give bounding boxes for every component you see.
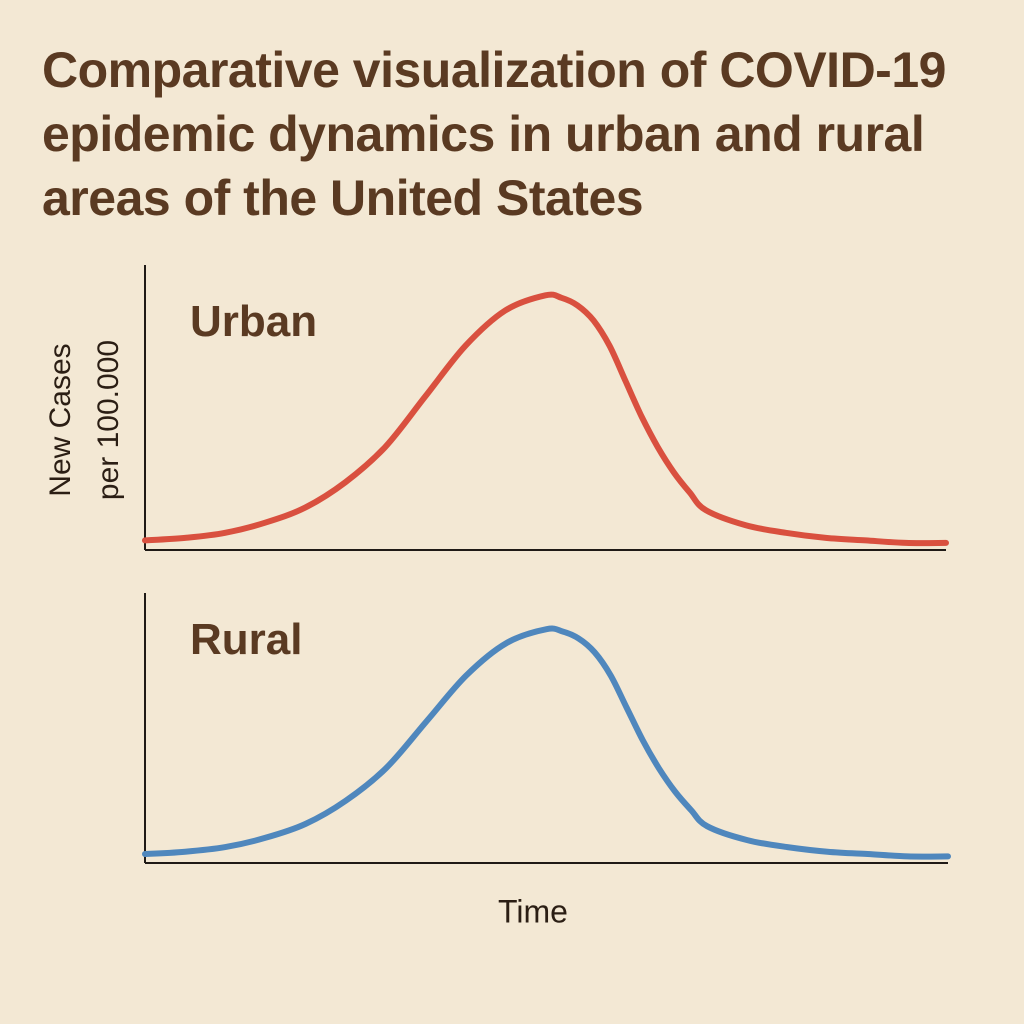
urban-series-label: Urban: [190, 297, 317, 346]
chart-title: Comparative visualization of COVID-19 ep…: [42, 42, 946, 226]
rural-panel: Rural: [142, 593, 951, 864]
x-axis-label: Time: [498, 893, 568, 930]
rural-series-label: Rural: [190, 615, 302, 664]
y-axis-label: New Cases per 100.000: [44, 339, 125, 501]
urban-panel: Urban: [142, 265, 949, 551]
urban-series-line: [142, 291, 949, 547]
rural-series-line: [142, 625, 951, 860]
